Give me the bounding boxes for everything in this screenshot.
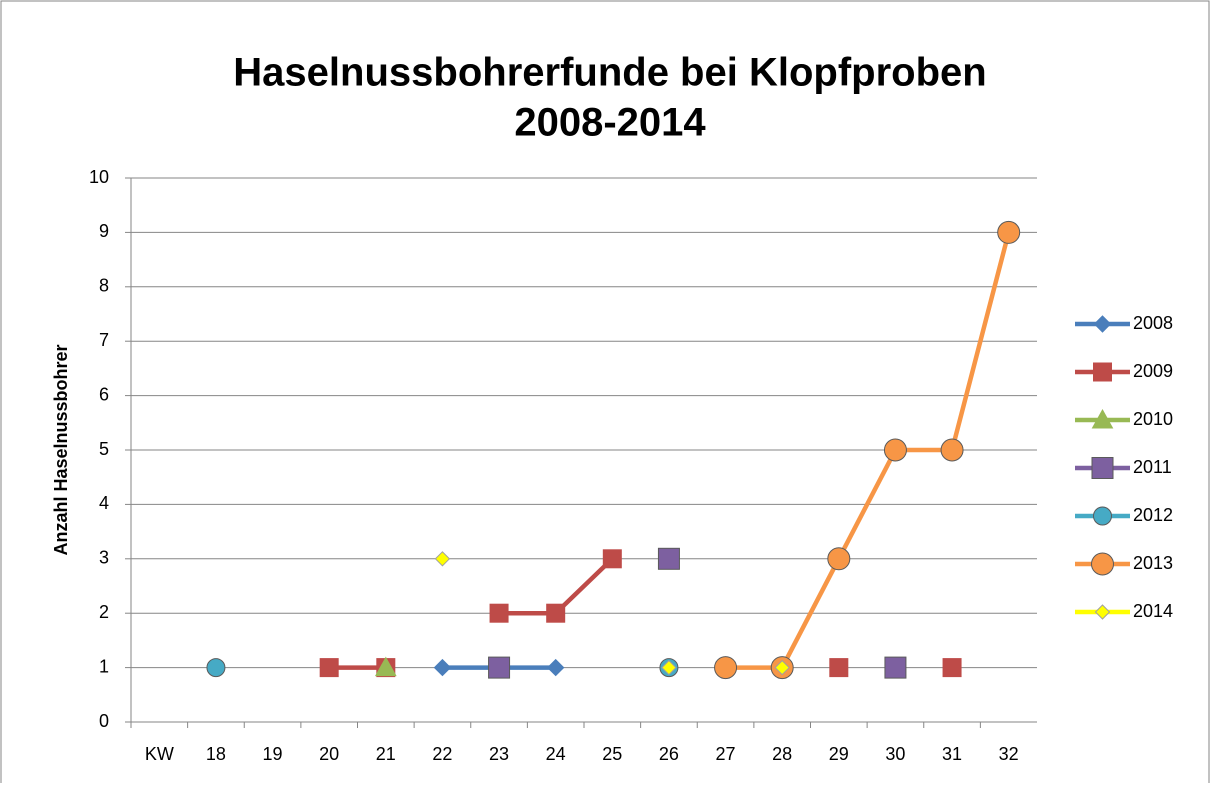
point (714, 656, 738, 680)
legend-label: 2008 (1133, 313, 1173, 333)
point (829, 658, 849, 678)
point (433, 658, 452, 677)
x-tick-label: 22 (432, 744, 452, 764)
legend-label: 2013 (1133, 553, 1173, 573)
y-tick-label: 4 (99, 493, 109, 513)
x-tick-label: 28 (772, 744, 792, 764)
legend-marker (1093, 362, 1112, 382)
x-tick-label: 20 (319, 744, 339, 764)
x-tick-label: KW (145, 744, 174, 764)
x-tick-label: 27 (716, 744, 736, 764)
point (827, 547, 851, 571)
x-tick-label: 30 (885, 744, 905, 764)
x-tick-label: 29 (829, 744, 849, 764)
point (883, 438, 907, 462)
y-tick-label: 1 (99, 656, 109, 676)
point (774, 659, 790, 676)
y-tick-label: 7 (99, 330, 109, 350)
point (602, 549, 622, 569)
point (661, 659, 677, 676)
point (942, 658, 962, 678)
point (884, 656, 907, 679)
y-tick-label: 0 (99, 711, 109, 731)
legend-marker (1093, 315, 1112, 333)
point (546, 658, 565, 677)
legend-label: 2010 (1133, 409, 1173, 429)
point (657, 547, 680, 570)
chart-title: 2008-2014 (514, 101, 706, 145)
legend-label: 2011 (1133, 457, 1172, 477)
x-tick-label: 19 (263, 744, 283, 764)
point (434, 551, 451, 567)
y-tick-label: 2 (99, 602, 109, 622)
y-tick-label: 3 (99, 548, 109, 568)
x-tick-label: 25 (602, 744, 622, 764)
x-tick-label: 26 (659, 744, 679, 764)
chart-title: Haselnussbohrerfunde bei Klopfproben (233, 51, 986, 95)
legend-marker (1091, 408, 1114, 429)
point (489, 603, 509, 623)
y-axis-label: Anzahl Haselnussbohrer (51, 344, 71, 555)
point (206, 658, 226, 678)
x-tick-label: 21 (376, 744, 396, 764)
x-tick-label: 24 (546, 744, 566, 764)
y-tick-label: 5 (99, 439, 109, 459)
point (997, 220, 1021, 244)
legend-marker (1094, 604, 1111, 620)
x-tick-label: 18 (206, 744, 226, 764)
y-tick-label: 9 (99, 221, 109, 241)
legend-label: 2014 (1133, 601, 1173, 621)
y-tick-label: 6 (99, 384, 109, 404)
y-tick-label: 10 (89, 167, 109, 187)
x-tick-label: 32 (999, 744, 1019, 764)
point (488, 656, 511, 679)
x-tick-label: 31 (942, 744, 962, 764)
legend-marker (1093, 506, 1112, 526)
legend-label: 2009 (1133, 361, 1173, 381)
point (940, 438, 964, 462)
point (374, 656, 397, 677)
point (546, 603, 566, 623)
legend-marker (1091, 457, 1114, 479)
x-tick-label: 23 (489, 744, 509, 764)
legend-label: 2012 (1133, 505, 1173, 525)
legend-marker (1091, 552, 1114, 576)
point (319, 658, 339, 678)
y-tick-label: 8 (99, 276, 109, 296)
